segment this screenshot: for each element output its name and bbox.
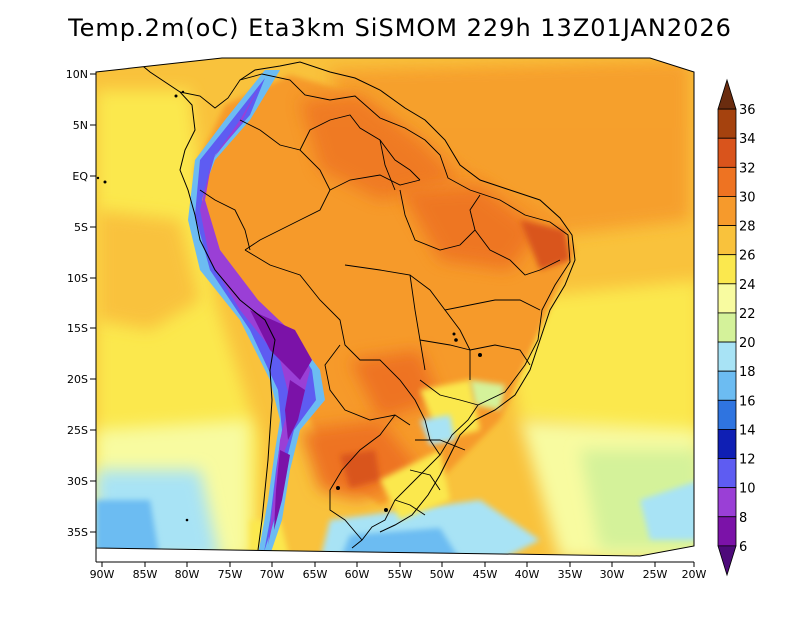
color-bar-segment <box>717 429 737 459</box>
color-bar-segment <box>717 370 737 401</box>
color-bar-label: 16 <box>739 394 756 409</box>
color-bar-label: 14 <box>739 423 756 438</box>
color-bar-segment <box>717 516 737 547</box>
color-bar-segment <box>717 196 737 226</box>
color-bar-segment <box>717 283 737 314</box>
color-bar-segment <box>717 458 737 489</box>
color-bar-label: 10 <box>739 482 756 497</box>
color-bar-segment <box>717 78 737 110</box>
color-bar-segment <box>717 225 737 256</box>
lon-label-85w: 85W <box>133 568 158 581</box>
lon-label-90w: 90W <box>90 568 115 581</box>
color-bar-label: 28 <box>739 220 756 235</box>
lat-label-30s: 30S <box>67 475 88 488</box>
color-bar-segment <box>717 312 737 343</box>
lon-label-80w: 80W <box>175 568 200 581</box>
color-bar-segment <box>717 487 737 518</box>
color-bar-label: 36 <box>739 103 756 118</box>
lat-label-eq: EQ <box>72 170 88 183</box>
longitude-axis: 90W 85W 80W 75W 70W 65W 60W 55W 50W 45W … <box>90 562 707 581</box>
lon-label-25w: 25W <box>643 568 668 581</box>
lon-label-65w: 65W <box>303 568 328 581</box>
lat-label-35s: 35S <box>67 526 88 539</box>
lat-label-25s: 25S <box>67 424 88 437</box>
lon-label-50w: 50W <box>430 568 455 581</box>
color-bar-label: 24 <box>739 278 756 293</box>
color-bar-label: 26 <box>739 249 756 264</box>
color-bar-label: 8 <box>739 511 747 526</box>
color-bar-segment <box>717 254 737 285</box>
lat-label-5n: 5N <box>73 119 88 132</box>
color-bar-segment <box>717 399 737 430</box>
color-bar-label: 32 <box>739 161 756 176</box>
color-bar-label: 20 <box>739 336 756 351</box>
lon-label-60w: 60W <box>345 568 370 581</box>
map-frame <box>95 57 695 557</box>
color-bar-segment <box>717 137 737 168</box>
country-borders <box>179 73 571 549</box>
color-bar-label: 22 <box>739 307 756 322</box>
lon-label-40w: 40W <box>515 568 540 581</box>
lon-label-20w: 20W <box>682 568 707 581</box>
coastline <box>137 61 576 551</box>
color-bar-label: 18 <box>739 365 756 380</box>
lat-label-10n: 10N <box>66 68 88 81</box>
color-bar-segment <box>717 166 737 197</box>
lat-label-20s: 20S <box>67 373 88 386</box>
color-bar-label: 6 <box>739 540 747 555</box>
islands <box>96 90 482 522</box>
lat-label-15s: 15S <box>67 322 88 335</box>
lon-label-45w: 45W <box>473 568 498 581</box>
color-bar-label: 12 <box>739 453 756 468</box>
map-title: Temp.2m(oC) Eta3km SiSMOM 229h 13Z01JAN2… <box>68 14 732 42</box>
lon-label-35w: 35W <box>558 568 583 581</box>
color-bar-label: 34 <box>739 132 756 147</box>
color-bar-label: 30 <box>739 190 756 205</box>
color-bar: 36 34 32 30 28 26 24 22 20 18 16 14 12 10 8 6 <box>717 78 756 577</box>
temperature-field <box>96 58 694 556</box>
lon-label-70w: 70W <box>260 568 285 581</box>
color-bar-segment <box>717 545 737 577</box>
lon-label-30w: 30W <box>600 568 625 581</box>
lon-label-55w: 55W <box>388 568 413 581</box>
lat-label-10s: 10S <box>67 272 88 285</box>
color-bar-segment <box>717 341 737 372</box>
latitude-axis: 10N 5N EQ 5S 10S 15S 20S 25S 30S 35S <box>66 68 96 539</box>
lat-label-5s: 5S <box>74 221 88 234</box>
lon-label-75w: 75W <box>218 568 243 581</box>
color-bar-segment <box>717 108 737 139</box>
